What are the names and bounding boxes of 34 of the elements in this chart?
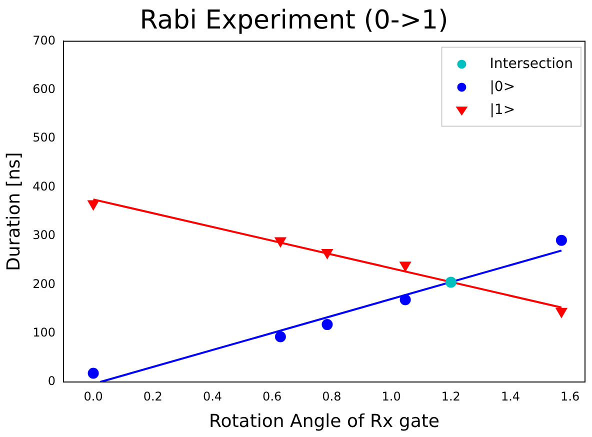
point (400, 294, 411, 306)
x-axis-title: Rotation Angle of Rx gate (209, 410, 440, 432)
x-tick-label: 1.6 (560, 389, 580, 404)
point (556, 234, 567, 246)
x-tick-label: 0.4 (202, 389, 222, 404)
x-tick-label: 1.4 (500, 389, 520, 404)
y-tick-label: 500 (32, 130, 56, 145)
y-tick-label: 300 (32, 228, 56, 242)
legend-label: |0> (490, 78, 516, 95)
y-tick-label: 600 (32, 82, 56, 96)
chart-title: Rabi Experiment (0->1) (140, 5, 448, 36)
point (87, 200, 100, 211)
y-tick-label: 400 (32, 179, 56, 194)
point (274, 237, 287, 248)
point (274, 331, 286, 342)
point (445, 276, 456, 288)
point (399, 262, 412, 272)
x-tick-label: 1.0 (382, 389, 401, 404)
y-tick-label: 200 (32, 276, 56, 291)
point (322, 319, 333, 330)
legend-label: |1> (490, 102, 516, 118)
point (88, 368, 99, 379)
y-tick-label: 0 (48, 374, 56, 388)
legend-label: Intersection (490, 56, 574, 72)
x-tick-label: 1.2 (441, 389, 460, 404)
y-tick-label: 700 (32, 33, 56, 48)
x-tick-label: 0.8 (322, 389, 342, 404)
point (555, 308, 568, 318)
x-tick-label: 0.2 (143, 389, 162, 404)
y-axis-title: Duration [ns] (3, 152, 24, 271)
x-tick-label: 0.6 (262, 389, 282, 404)
y-tick-label: 100 (32, 325, 56, 340)
x-tick-label: 0.0 (84, 389, 103, 404)
point (321, 248, 334, 260)
